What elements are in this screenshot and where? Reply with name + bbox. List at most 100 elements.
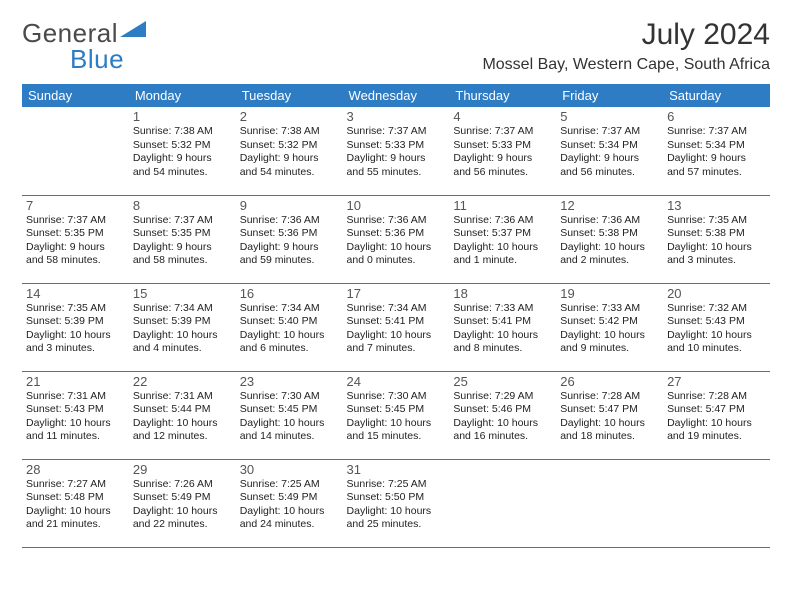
- calendar-cell: 7Sunrise: 7:37 AMSunset: 5:35 PMDaylight…: [22, 195, 129, 283]
- location: Mossel Bay, Western Cape, South Africa: [482, 56, 770, 74]
- calendar-row: 28Sunrise: 7:27 AMSunset: 5:48 PMDayligh…: [22, 459, 770, 547]
- day-info: Sunrise: 7:38 AMSunset: 5:32 PMDaylight:…: [133, 125, 232, 180]
- calendar-cell: 17Sunrise: 7:34 AMSunset: 5:41 PMDayligh…: [343, 283, 450, 371]
- calendar-cell: 22Sunrise: 7:31 AMSunset: 5:44 PMDayligh…: [129, 371, 236, 459]
- calendar-cell: 25Sunrise: 7:29 AMSunset: 5:46 PMDayligh…: [449, 371, 556, 459]
- day-number: 2: [240, 109, 339, 124]
- day-number: 28: [26, 462, 125, 477]
- day-info: Sunrise: 7:37 AMSunset: 5:34 PMDaylight:…: [667, 125, 766, 180]
- day-number: 30: [240, 462, 339, 477]
- day-number: 3: [347, 109, 446, 124]
- weekday-header-row: Sunday Monday Tuesday Wednesday Thursday…: [22, 84, 770, 107]
- title-block: July 2024 Mossel Bay, Western Cape, Sout…: [482, 18, 770, 74]
- day-number: 11: [453, 198, 552, 213]
- day-number: 13: [667, 198, 766, 213]
- logo-text-blue: Blue: [70, 44, 124, 75]
- calendar-cell: 30Sunrise: 7:25 AMSunset: 5:49 PMDayligh…: [236, 459, 343, 547]
- day-number: 16: [240, 286, 339, 301]
- weekday-header: Sunday: [22, 84, 129, 107]
- day-info: Sunrise: 7:37 AMSunset: 5:35 PMDaylight:…: [133, 214, 232, 269]
- day-number: 27: [667, 374, 766, 389]
- calendar-cell: [663, 459, 770, 547]
- day-info: Sunrise: 7:28 AMSunset: 5:47 PMDaylight:…: [667, 390, 766, 445]
- day-number: 17: [347, 286, 446, 301]
- calendar-cell: 1Sunrise: 7:38 AMSunset: 5:32 PMDaylight…: [129, 107, 236, 195]
- calendar-cell: 11Sunrise: 7:36 AMSunset: 5:37 PMDayligh…: [449, 195, 556, 283]
- calendar-cell: 28Sunrise: 7:27 AMSunset: 5:48 PMDayligh…: [22, 459, 129, 547]
- day-info: Sunrise: 7:31 AMSunset: 5:43 PMDaylight:…: [26, 390, 125, 445]
- header: General Blue July 2024 Mossel Bay, Weste…: [22, 18, 770, 74]
- day-info: Sunrise: 7:25 AMSunset: 5:50 PMDaylight:…: [347, 478, 446, 533]
- day-number: 25: [453, 374, 552, 389]
- day-info: Sunrise: 7:34 AMSunset: 5:39 PMDaylight:…: [133, 302, 232, 357]
- calendar-cell: 15Sunrise: 7:34 AMSunset: 5:39 PMDayligh…: [129, 283, 236, 371]
- day-info: Sunrise: 7:34 AMSunset: 5:41 PMDaylight:…: [347, 302, 446, 357]
- weekday-header: Saturday: [663, 84, 770, 107]
- day-number: 24: [347, 374, 446, 389]
- calendar-cell: 9Sunrise: 7:36 AMSunset: 5:36 PMDaylight…: [236, 195, 343, 283]
- weekday-header: Thursday: [449, 84, 556, 107]
- day-number: 1: [133, 109, 232, 124]
- day-number: 29: [133, 462, 232, 477]
- calendar-cell: 8Sunrise: 7:37 AMSunset: 5:35 PMDaylight…: [129, 195, 236, 283]
- day-number: 21: [26, 374, 125, 389]
- calendar-cell: 16Sunrise: 7:34 AMSunset: 5:40 PMDayligh…: [236, 283, 343, 371]
- day-info: Sunrise: 7:37 AMSunset: 5:34 PMDaylight:…: [560, 125, 659, 180]
- calendar-cell: 21Sunrise: 7:31 AMSunset: 5:43 PMDayligh…: [22, 371, 129, 459]
- calendar-cell: 10Sunrise: 7:36 AMSunset: 5:36 PMDayligh…: [343, 195, 450, 283]
- day-number: 9: [240, 198, 339, 213]
- day-info: Sunrise: 7:28 AMSunset: 5:47 PMDaylight:…: [560, 390, 659, 445]
- weekday-header: Wednesday: [343, 84, 450, 107]
- day-number: 14: [26, 286, 125, 301]
- logo-triangle-icon: [120, 21, 146, 46]
- day-info: Sunrise: 7:33 AMSunset: 5:41 PMDaylight:…: [453, 302, 552, 357]
- calendar-row: 14Sunrise: 7:35 AMSunset: 5:39 PMDayligh…: [22, 283, 770, 371]
- calendar-cell: 3Sunrise: 7:37 AMSunset: 5:33 PMDaylight…: [343, 107, 450, 195]
- calendar-body: 1Sunrise: 7:38 AMSunset: 5:32 PMDaylight…: [22, 107, 770, 547]
- weekday-header: Friday: [556, 84, 663, 107]
- day-info: Sunrise: 7:37 AMSunset: 5:33 PMDaylight:…: [347, 125, 446, 180]
- day-number: 10: [347, 198, 446, 213]
- calendar-cell: 26Sunrise: 7:28 AMSunset: 5:47 PMDayligh…: [556, 371, 663, 459]
- day-number: 31: [347, 462, 446, 477]
- day-number: 22: [133, 374, 232, 389]
- calendar-cell: 4Sunrise: 7:37 AMSunset: 5:33 PMDaylight…: [449, 107, 556, 195]
- weekday-header: Monday: [129, 84, 236, 107]
- month-title: July 2024: [482, 18, 770, 52]
- day-info: Sunrise: 7:30 AMSunset: 5:45 PMDaylight:…: [240, 390, 339, 445]
- day-number: 5: [560, 109, 659, 124]
- calendar-cell: [449, 459, 556, 547]
- day-info: Sunrise: 7:37 AMSunset: 5:35 PMDaylight:…: [26, 214, 125, 269]
- calendar-cell: [556, 459, 663, 547]
- day-info: Sunrise: 7:26 AMSunset: 5:49 PMDaylight:…: [133, 478, 232, 533]
- day-number: 6: [667, 109, 766, 124]
- calendar-cell: 29Sunrise: 7:26 AMSunset: 5:49 PMDayligh…: [129, 459, 236, 547]
- calendar-cell: 31Sunrise: 7:25 AMSunset: 5:50 PMDayligh…: [343, 459, 450, 547]
- day-number: 4: [453, 109, 552, 124]
- day-info: Sunrise: 7:29 AMSunset: 5:46 PMDaylight:…: [453, 390, 552, 445]
- calendar-cell: 13Sunrise: 7:35 AMSunset: 5:38 PMDayligh…: [663, 195, 770, 283]
- calendar-row: 21Sunrise: 7:31 AMSunset: 5:43 PMDayligh…: [22, 371, 770, 459]
- calendar-cell: 12Sunrise: 7:36 AMSunset: 5:38 PMDayligh…: [556, 195, 663, 283]
- day-info: Sunrise: 7:33 AMSunset: 5:42 PMDaylight:…: [560, 302, 659, 357]
- calendar-cell: 6Sunrise: 7:37 AMSunset: 5:34 PMDaylight…: [663, 107, 770, 195]
- day-number: 26: [560, 374, 659, 389]
- day-number: 8: [133, 198, 232, 213]
- day-info: Sunrise: 7:32 AMSunset: 5:43 PMDaylight:…: [667, 302, 766, 357]
- calendar-cell: 27Sunrise: 7:28 AMSunset: 5:47 PMDayligh…: [663, 371, 770, 459]
- calendar-cell: 24Sunrise: 7:30 AMSunset: 5:45 PMDayligh…: [343, 371, 450, 459]
- day-info: Sunrise: 7:31 AMSunset: 5:44 PMDaylight:…: [133, 390, 232, 445]
- day-info: Sunrise: 7:38 AMSunset: 5:32 PMDaylight:…: [240, 125, 339, 180]
- day-info: Sunrise: 7:35 AMSunset: 5:38 PMDaylight:…: [667, 214, 766, 269]
- day-info: Sunrise: 7:36 AMSunset: 5:36 PMDaylight:…: [347, 214, 446, 269]
- calendar-cell: 20Sunrise: 7:32 AMSunset: 5:43 PMDayligh…: [663, 283, 770, 371]
- weekday-header: Tuesday: [236, 84, 343, 107]
- logo: General Blue: [22, 18, 146, 49]
- calendar-row: 7Sunrise: 7:37 AMSunset: 5:35 PMDaylight…: [22, 195, 770, 283]
- calendar-cell: 14Sunrise: 7:35 AMSunset: 5:39 PMDayligh…: [22, 283, 129, 371]
- day-info: Sunrise: 7:25 AMSunset: 5:49 PMDaylight:…: [240, 478, 339, 533]
- day-number: 18: [453, 286, 552, 301]
- day-number: 12: [560, 198, 659, 213]
- calendar-cell: 23Sunrise: 7:30 AMSunset: 5:45 PMDayligh…: [236, 371, 343, 459]
- calendar-cell: 18Sunrise: 7:33 AMSunset: 5:41 PMDayligh…: [449, 283, 556, 371]
